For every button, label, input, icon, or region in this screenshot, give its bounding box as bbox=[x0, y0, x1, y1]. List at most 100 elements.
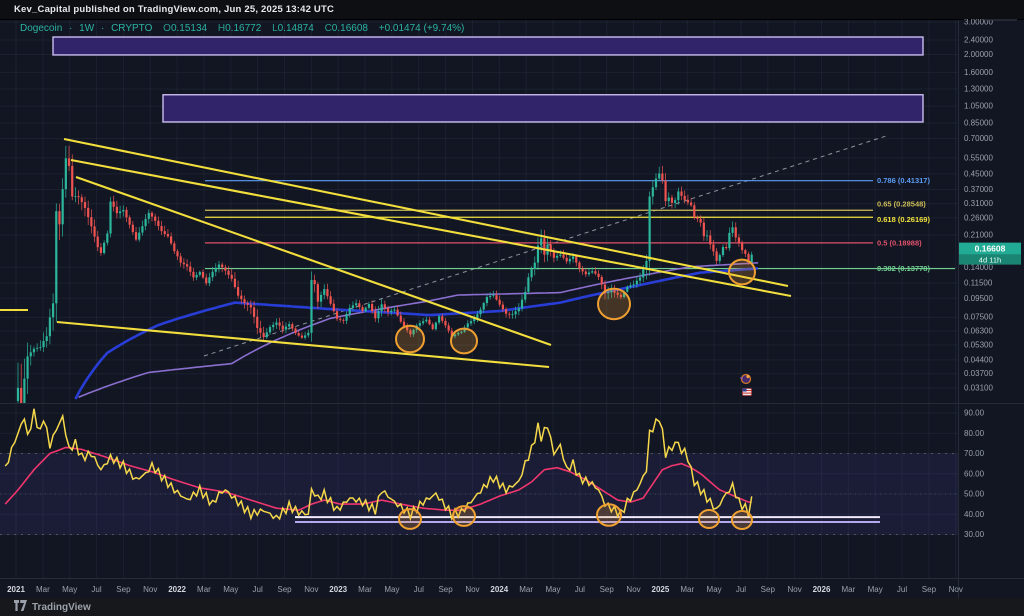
svg-text:May: May bbox=[545, 585, 560, 594]
svg-text:0.26000: 0.26000 bbox=[964, 213, 993, 222]
panel-separators bbox=[0, 19, 1024, 598]
svg-text:0.786 (0.41317): 0.786 (0.41317) bbox=[877, 176, 930, 185]
flag-emoji-marker bbox=[742, 388, 752, 396]
svg-text:2026: 2026 bbox=[813, 585, 831, 594]
svg-text:Mar: Mar bbox=[680, 585, 694, 594]
svg-text:3.00000: 3.00000 bbox=[964, 18, 993, 27]
svg-text:80.00: 80.00 bbox=[964, 429, 985, 438]
price-change: +0.01474 (+9.74%) bbox=[378, 23, 465, 34]
svg-text:50.00: 50.00 bbox=[964, 490, 985, 499]
svg-text:0.07500: 0.07500 bbox=[964, 313, 993, 322]
symbol-separator: · bbox=[69, 23, 73, 34]
symbol-separator: · bbox=[100, 23, 105, 34]
svg-text:4d 11h: 4d 11h bbox=[979, 256, 1001, 265]
rsi-line bbox=[4, 408, 753, 522]
ohlc-close: C0.16608 bbox=[324, 23, 368, 34]
emoji-markers bbox=[740, 373, 752, 396]
svg-text:May: May bbox=[223, 585, 238, 594]
price-axis[interactable]: 3.00000 2.40000 2.00000 1.60000 1.30000 1.050… bbox=[959, 6, 1021, 539]
svg-text:Nov: Nov bbox=[949, 585, 963, 594]
time-axis[interactable]: 2021 Mar May Jul Sep Nov 2022 Mar May Jul Sep Nov 20… bbox=[7, 585, 963, 594]
svg-text:1.60000: 1.60000 bbox=[964, 68, 993, 77]
svg-text:2.00000: 2.00000 bbox=[964, 50, 993, 59]
svg-text:Mar: Mar bbox=[36, 585, 50, 594]
svg-text:0.45000: 0.45000 bbox=[964, 169, 993, 178]
yellow-trendlines[interactable] bbox=[0, 137, 792, 369]
svg-text:May: May bbox=[62, 585, 77, 594]
svg-text:Mar: Mar bbox=[358, 585, 372, 594]
svg-text:Nov: Nov bbox=[304, 585, 318, 594]
svg-text:Nov: Nov bbox=[626, 585, 640, 594]
svg-text:1.05000: 1.05000 bbox=[964, 102, 993, 111]
rsi-highlight-circles[interactable] bbox=[398, 503, 753, 530]
svg-text:0.21000: 0.21000 bbox=[964, 230, 993, 239]
svg-text:70.00: 70.00 bbox=[964, 449, 985, 458]
symbol-timeframe[interactable]: 1W bbox=[79, 23, 95, 34]
svg-text:Sep: Sep bbox=[438, 585, 453, 594]
svg-text:Jul: Jul bbox=[575, 585, 585, 594]
supply-zone-rectangles[interactable] bbox=[52, 36, 924, 123]
svg-text:2021: 2021 bbox=[7, 585, 25, 594]
comet-emoji-marker bbox=[740, 373, 752, 385]
tradingview-logo-icon[interactable] bbox=[14, 598, 27, 616]
svg-text:Nov: Nov bbox=[143, 585, 157, 594]
rsi-lines bbox=[4, 408, 753, 522]
svg-text:2023: 2023 bbox=[329, 585, 347, 594]
highlight-circles[interactable] bbox=[395, 258, 756, 355]
svg-text:Sep: Sep bbox=[277, 585, 292, 594]
svg-text:Sep: Sep bbox=[116, 585, 131, 594]
svg-text:Nov: Nov bbox=[465, 585, 479, 594]
rsi-support-lines[interactable] bbox=[295, 516, 880, 523]
svg-text:Sep: Sep bbox=[761, 585, 776, 594]
svg-text:0.06300: 0.06300 bbox=[964, 327, 993, 336]
svg-text:Sep: Sep bbox=[922, 585, 937, 594]
svg-text:0.85000: 0.85000 bbox=[964, 119, 993, 128]
tradingview-logo-text[interactable]: TradingView bbox=[32, 601, 91, 613]
svg-text:0.37000: 0.37000 bbox=[964, 185, 993, 194]
embed-footer: TradingView bbox=[0, 598, 1024, 616]
publish-header-title: Kev_Capital published on TradingView.com… bbox=[14, 4, 335, 15]
svg-text:30.00: 30.00 bbox=[964, 530, 985, 539]
svg-text:0.04400: 0.04400 bbox=[964, 355, 993, 364]
symbol-exchange: CRYPTO bbox=[111, 23, 153, 34]
svg-text:May: May bbox=[868, 585, 883, 594]
ohlc-low: L0.14874 bbox=[272, 23, 314, 34]
svg-text:0.65 (0.28548): 0.65 (0.28548) bbox=[877, 199, 926, 208]
svg-text:0.05300: 0.05300 bbox=[964, 340, 993, 349]
svg-text:0.5 (0.18988): 0.5 (0.18988) bbox=[877, 238, 922, 247]
svg-text:2025: 2025 bbox=[652, 585, 670, 594]
svg-text:0.618 (0.26169): 0.618 (0.26169) bbox=[877, 215, 930, 224]
svg-text:Jul: Jul bbox=[91, 585, 101, 594]
svg-text:0.31000: 0.31000 bbox=[964, 199, 993, 208]
ohlc-high: H0.16772 bbox=[217, 23, 262, 34]
moving-averages bbox=[74, 262, 759, 400]
svg-text:0.03700: 0.03700 bbox=[964, 369, 993, 378]
candles bbox=[16, 145, 753, 403]
publish-header: Kev_Capital published on TradingView.com… bbox=[0, 0, 1024, 19]
svg-text:Mar: Mar bbox=[519, 585, 533, 594]
svg-text:0.09500: 0.09500 bbox=[964, 294, 993, 303]
svg-text:2022: 2022 bbox=[168, 585, 186, 594]
svg-text:0.55000: 0.55000 bbox=[964, 153, 993, 162]
svg-text:May: May bbox=[707, 585, 722, 594]
ma-purple-line bbox=[78, 262, 759, 398]
svg-text:Sep: Sep bbox=[600, 585, 615, 594]
svg-text:40.00: 40.00 bbox=[964, 510, 985, 519]
symbol-name[interactable]: Dogecoin bbox=[20, 23, 63, 34]
symbol-info-bar[interactable]: Dogecoin · 1W · CRYPTO O0.15134 H0.16772… bbox=[20, 23, 464, 34]
svg-text:Jul: Jul bbox=[414, 585, 424, 594]
svg-text:Nov: Nov bbox=[788, 585, 802, 594]
svg-text:May: May bbox=[384, 585, 399, 594]
ma-blue-line bbox=[74, 267, 759, 400]
svg-text:2024: 2024 bbox=[490, 585, 508, 594]
current-price-tag: 0.16608 4d 11h bbox=[959, 242, 1021, 265]
svg-text:0.03100: 0.03100 bbox=[964, 383, 993, 392]
svg-text:60.00: 60.00 bbox=[964, 469, 985, 478]
svg-text:0.16608: 0.16608 bbox=[975, 244, 1006, 254]
svg-text:0.70000: 0.70000 bbox=[964, 134, 993, 143]
svg-text:1.30000: 1.30000 bbox=[964, 85, 993, 94]
svg-text:Mar: Mar bbox=[841, 585, 855, 594]
svg-text:0.382 (0.13778): 0.382 (0.13778) bbox=[877, 264, 930, 273]
